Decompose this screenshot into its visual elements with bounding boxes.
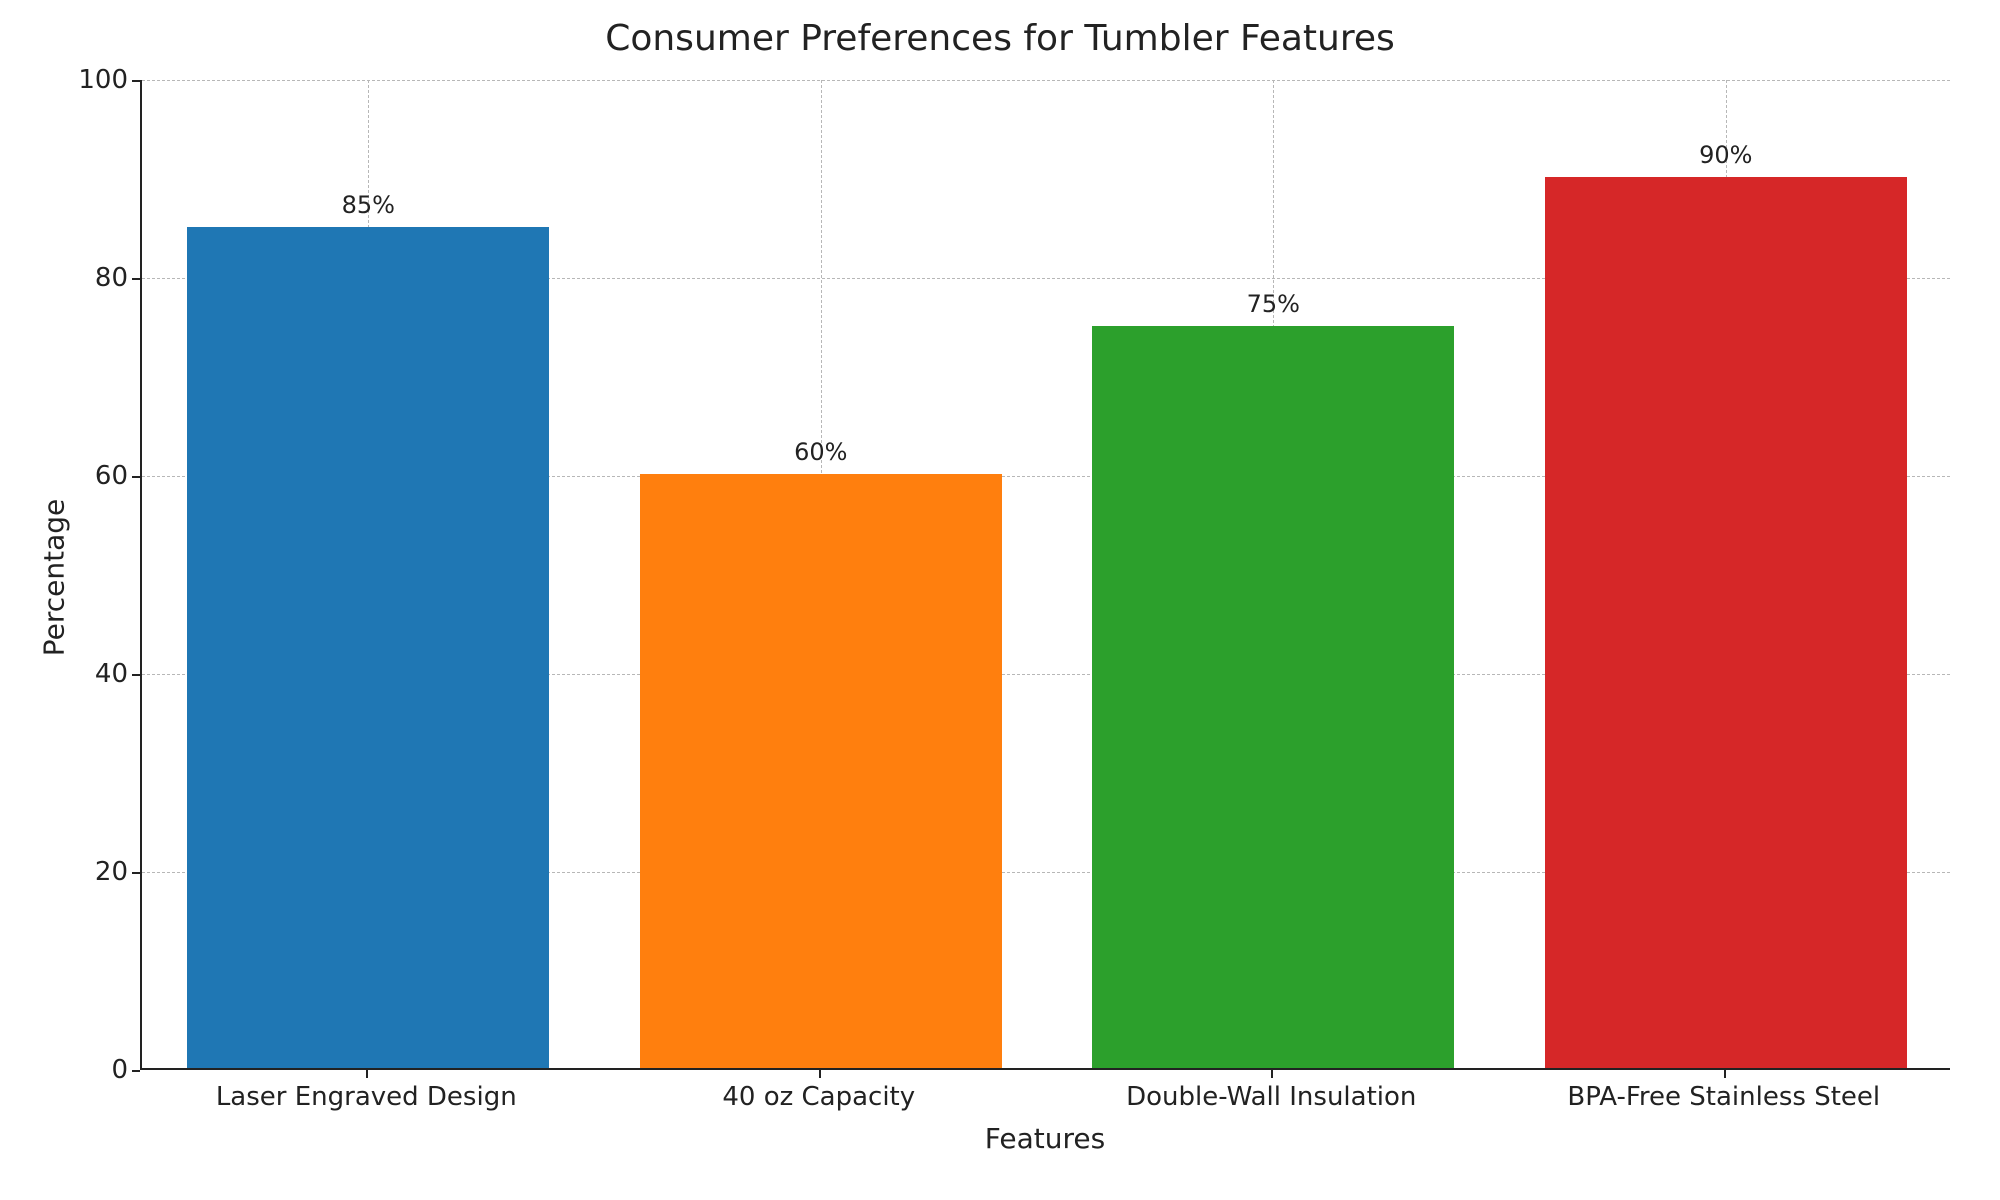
y-tick-mark <box>132 476 140 478</box>
x-tick-mark <box>1271 1070 1273 1078</box>
y-tick-label: 0 <box>48 1055 128 1085</box>
x-tick-label: BPA-Free Stainless Steel <box>1498 1082 1951 1112</box>
bar-value-label: 85% <box>142 191 595 219</box>
y-tick-mark <box>132 1070 140 1072</box>
bar <box>1092 326 1454 1069</box>
chart-figure: Consumer Preferences for Tumbler Feature… <box>0 0 2000 1200</box>
x-tick-mark <box>366 1070 368 1078</box>
bar-value-label: 75% <box>1047 290 1500 318</box>
bar-value-label: 60% <box>595 438 1048 466</box>
plot-area: 85% 60% 75% 90% <box>140 80 1950 1070</box>
y-axis-label: Percentage <box>38 83 71 1073</box>
y-tick-label: 80 <box>48 263 128 293</box>
bar-value-label: 90% <box>1500 141 1953 169</box>
y-tick-label: 20 <box>48 857 128 887</box>
gridline-h <box>142 80 1950 81</box>
x-tick-mark <box>1724 1070 1726 1078</box>
bar <box>187 227 549 1069</box>
y-tick-mark <box>132 278 140 280</box>
x-tick-mark <box>819 1070 821 1078</box>
x-tick-label: Laser Engraved Design <box>140 1082 593 1112</box>
chart-title: Consumer Preferences for Tumbler Feature… <box>0 18 2000 59</box>
x-axis-label: Features <box>140 1122 1950 1155</box>
y-tick-mark <box>132 674 140 676</box>
y-tick-mark <box>132 80 140 82</box>
y-tick-label: 60 <box>48 461 128 491</box>
y-tick-label: 100 <box>48 65 128 95</box>
y-tick-label: 40 <box>48 659 128 689</box>
y-tick-mark <box>132 872 140 874</box>
x-tick-label: Double-Wall Insulation <box>1045 1082 1498 1112</box>
bar <box>1545 177 1907 1068</box>
x-tick-label: 40 oz Capacity <box>593 1082 1046 1112</box>
bar <box>640 474 1002 1068</box>
